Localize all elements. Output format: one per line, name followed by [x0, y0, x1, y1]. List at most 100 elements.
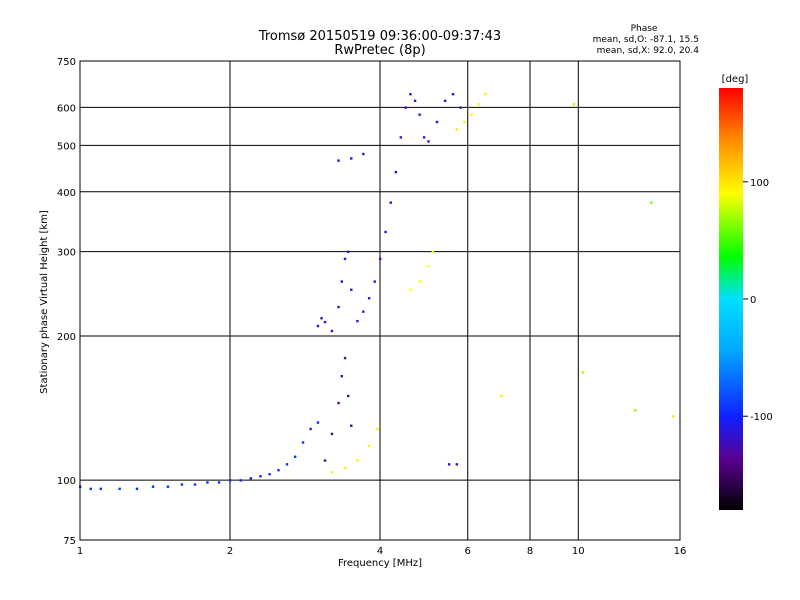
data-point [470, 113, 473, 116]
data-point [356, 459, 359, 462]
data-point [427, 264, 430, 268]
y-tick-label: 75 [63, 536, 76, 547]
data-point [340, 374, 344, 378]
data-point [373, 280, 376, 283]
data-point [650, 201, 653, 204]
data-point [477, 102, 480, 106]
data-point [367, 297, 371, 300]
data-point [118, 487, 121, 491]
data-point [389, 201, 392, 204]
data-point [346, 394, 350, 398]
data-point [484, 92, 487, 96]
data-point [301, 441, 305, 444]
data-point [451, 92, 455, 96]
data-point [330, 470, 334, 474]
data-point [399, 136, 403, 139]
data-point [455, 128, 459, 131]
data-point [409, 92, 412, 96]
data-point [343, 467, 347, 470]
data-point [427, 140, 430, 143]
colorbar-tick-label: 100 [750, 178, 769, 189]
stats-heading: Phase [631, 24, 658, 34]
data-point [581, 371, 584, 374]
data-point [316, 421, 320, 424]
y-tick-label: 300 [57, 248, 76, 259]
data-point [293, 455, 297, 458]
data-point [394, 170, 398, 174]
data-point [672, 415, 675, 418]
y-tick-label: 750 [57, 57, 76, 68]
colorbar [719, 88, 743, 510]
data-point [330, 329, 334, 333]
x-tick-label: 10 [572, 546, 585, 557]
x-tick-label: 8 [527, 546, 533, 557]
data-point [459, 106, 462, 109]
grid [79, 60, 681, 541]
data-point [239, 479, 242, 482]
data-point [323, 459, 327, 462]
data-point [634, 409, 637, 412]
data-point [206, 481, 209, 484]
x-tick-label: 1 [77, 546, 83, 557]
data-point [343, 356, 347, 360]
x-tick-label: 4 [377, 546, 383, 557]
x-tick-label: 6 [465, 546, 471, 557]
data-point [413, 99, 417, 102]
y-tick-label: 100 [57, 476, 76, 487]
data-point [166, 485, 170, 488]
data-point [350, 424, 353, 427]
data-point [409, 288, 412, 291]
stats-line-x: mean, sd,X: 92.0, 20.4 [597, 46, 700, 56]
x-tick-label: 2 [227, 546, 233, 557]
data-point [376, 427, 379, 431]
data-point [418, 113, 421, 116]
data-point [435, 120, 439, 124]
data-point [151, 485, 155, 488]
data-point [350, 157, 353, 160]
data-point [249, 477, 253, 480]
data-point [367, 444, 371, 448]
plot-frame [79, 60, 681, 541]
data-point [447, 463, 451, 466]
colorbar-label: [deg] [722, 74, 749, 85]
data-point [431, 250, 434, 254]
data-point [99, 487, 103, 491]
chart-title: Tromsø 20150519 09:36:00-09:37:43 [258, 29, 501, 44]
data-point [337, 159, 340, 162]
data-point [323, 320, 327, 324]
data-point [379, 257, 382, 261]
data-point [259, 475, 262, 478]
data-point [217, 481, 221, 484]
data-point [362, 310, 365, 313]
data-point [193, 483, 197, 486]
data-point [350, 288, 353, 291]
stats-line-o: mean, sd,O: -87.1, 15.5 [593, 35, 699, 45]
y-tick-label: 500 [57, 141, 76, 152]
y-tick-label: 200 [57, 332, 76, 343]
data-point [422, 136, 426, 139]
x-tick-labels: 1 2 4 6 8 10 16 [77, 546, 687, 557]
data-point [418, 280, 421, 283]
data-points [79, 92, 675, 491]
data-point [463, 120, 466, 124]
colorbar-tick-label: 0 [750, 295, 756, 306]
data-point [229, 479, 232, 482]
colorbar-tick-labels: 100 0 -100 [743, 178, 773, 423]
data-point [135, 487, 139, 491]
data-point [285, 463, 289, 466]
y-axis-label: Stationary phase Virtual Height [km] [39, 210, 50, 394]
data-point [343, 257, 347, 261]
data-point [268, 473, 271, 476]
data-point [316, 324, 320, 328]
data-point [337, 401, 340, 405]
data-point [309, 427, 312, 431]
data-point [362, 152, 365, 156]
y-tick-label: 400 [57, 188, 76, 199]
data-point [384, 230, 387, 234]
data-point [337, 305, 340, 309]
data-point [346, 250, 350, 254]
data-point [356, 319, 359, 323]
data-point [277, 469, 280, 472]
data-point [500, 394, 503, 398]
data-point [455, 463, 459, 466]
